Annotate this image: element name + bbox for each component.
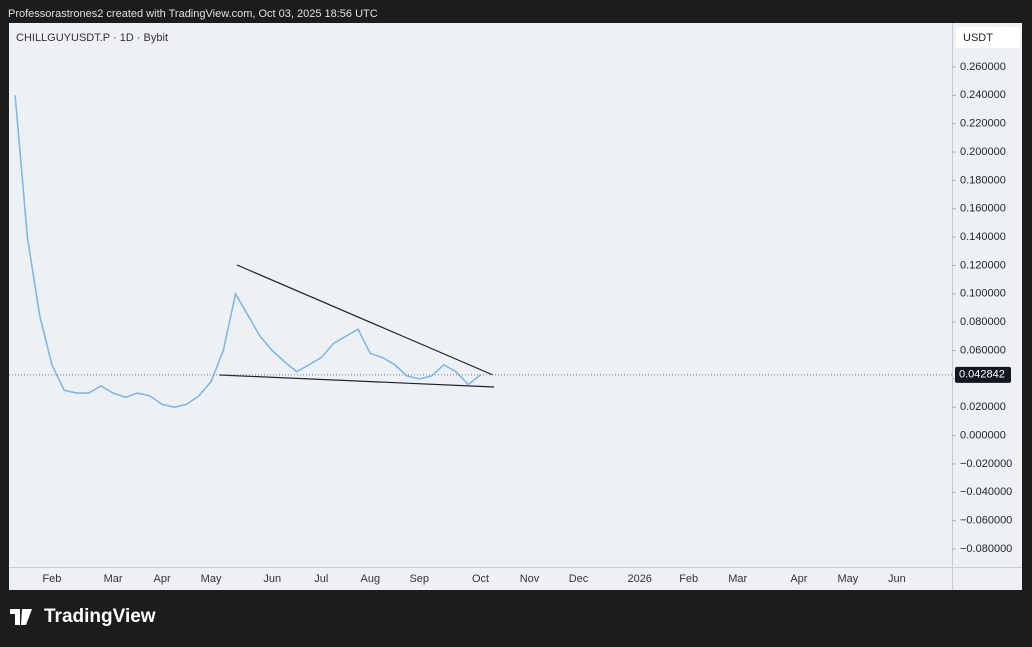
y-tick-label: 0.140000 xyxy=(960,231,1006,243)
x-tick-label: May xyxy=(838,573,859,585)
y-tick-label: −0.060000 xyxy=(960,515,1012,527)
x-tick-label: Apr xyxy=(154,573,171,585)
trendline-upper xyxy=(236,264,494,376)
y-tick-label: 0.160000 xyxy=(960,203,1006,215)
x-tick-label: Feb xyxy=(42,573,61,585)
logo: TradingView xyxy=(44,606,156,627)
y-tick-label: 0.080000 xyxy=(960,316,1006,328)
x-tick-label: Oct xyxy=(472,573,489,585)
y-tick-label: 0.180000 xyxy=(960,174,1006,186)
x-tick-label: Aug xyxy=(360,573,380,585)
x-tick-label: Jun xyxy=(263,573,281,585)
x-tick-label: Jul xyxy=(314,573,328,585)
x-tick-label: Apr xyxy=(790,573,807,585)
y-tick-label: 0.000000 xyxy=(960,429,1006,441)
y-tick-label: −0.040000 xyxy=(960,486,1012,498)
y-tick-label: 0.220000 xyxy=(960,118,1006,130)
x-tick-label: Mar xyxy=(728,573,747,585)
x-tick-label: Jun xyxy=(888,573,906,585)
logo-text: TradingView xyxy=(44,606,156,627)
x-tick-label: Dec xyxy=(569,573,589,585)
credit: Professorastrones2 created with TradingV… xyxy=(8,8,378,20)
y-tick-label: 0.100000 xyxy=(960,288,1006,300)
y-tick-label: 0.240000 xyxy=(960,89,1006,101)
y-tick-label: 0.260000 xyxy=(960,61,1006,73)
x-tick-label: Nov xyxy=(520,573,540,585)
price-line xyxy=(14,95,481,409)
x-tick-label: 2026 xyxy=(627,573,651,585)
y-tick-label: 0.120000 xyxy=(960,259,1006,271)
x-tick-label: Feb xyxy=(679,573,698,585)
symbol-title: CHILLGUYUSDT.P · 1D · Bybit xyxy=(16,32,168,44)
trendline-lower xyxy=(218,374,495,388)
x-tick-label: May xyxy=(201,573,222,585)
logo-icon xyxy=(10,609,32,625)
last-price-box xyxy=(955,366,1011,383)
currency-box xyxy=(956,27,1020,48)
y-tick-label: −0.020000 xyxy=(960,458,1012,470)
x-tick-label: Sep xyxy=(409,573,429,585)
x-tick-label: Mar xyxy=(104,573,123,585)
y-tick-label: 0.020000 xyxy=(960,401,1006,413)
y-tick-label: 0.200000 xyxy=(960,146,1006,158)
chart-area xyxy=(9,23,1022,590)
y-tick-label: 0.060000 xyxy=(960,344,1006,356)
y-tick-label: −0.080000 xyxy=(960,543,1012,555)
last-price-label: 0.042842 xyxy=(959,369,1005,381)
currency: USDT xyxy=(963,32,993,44)
